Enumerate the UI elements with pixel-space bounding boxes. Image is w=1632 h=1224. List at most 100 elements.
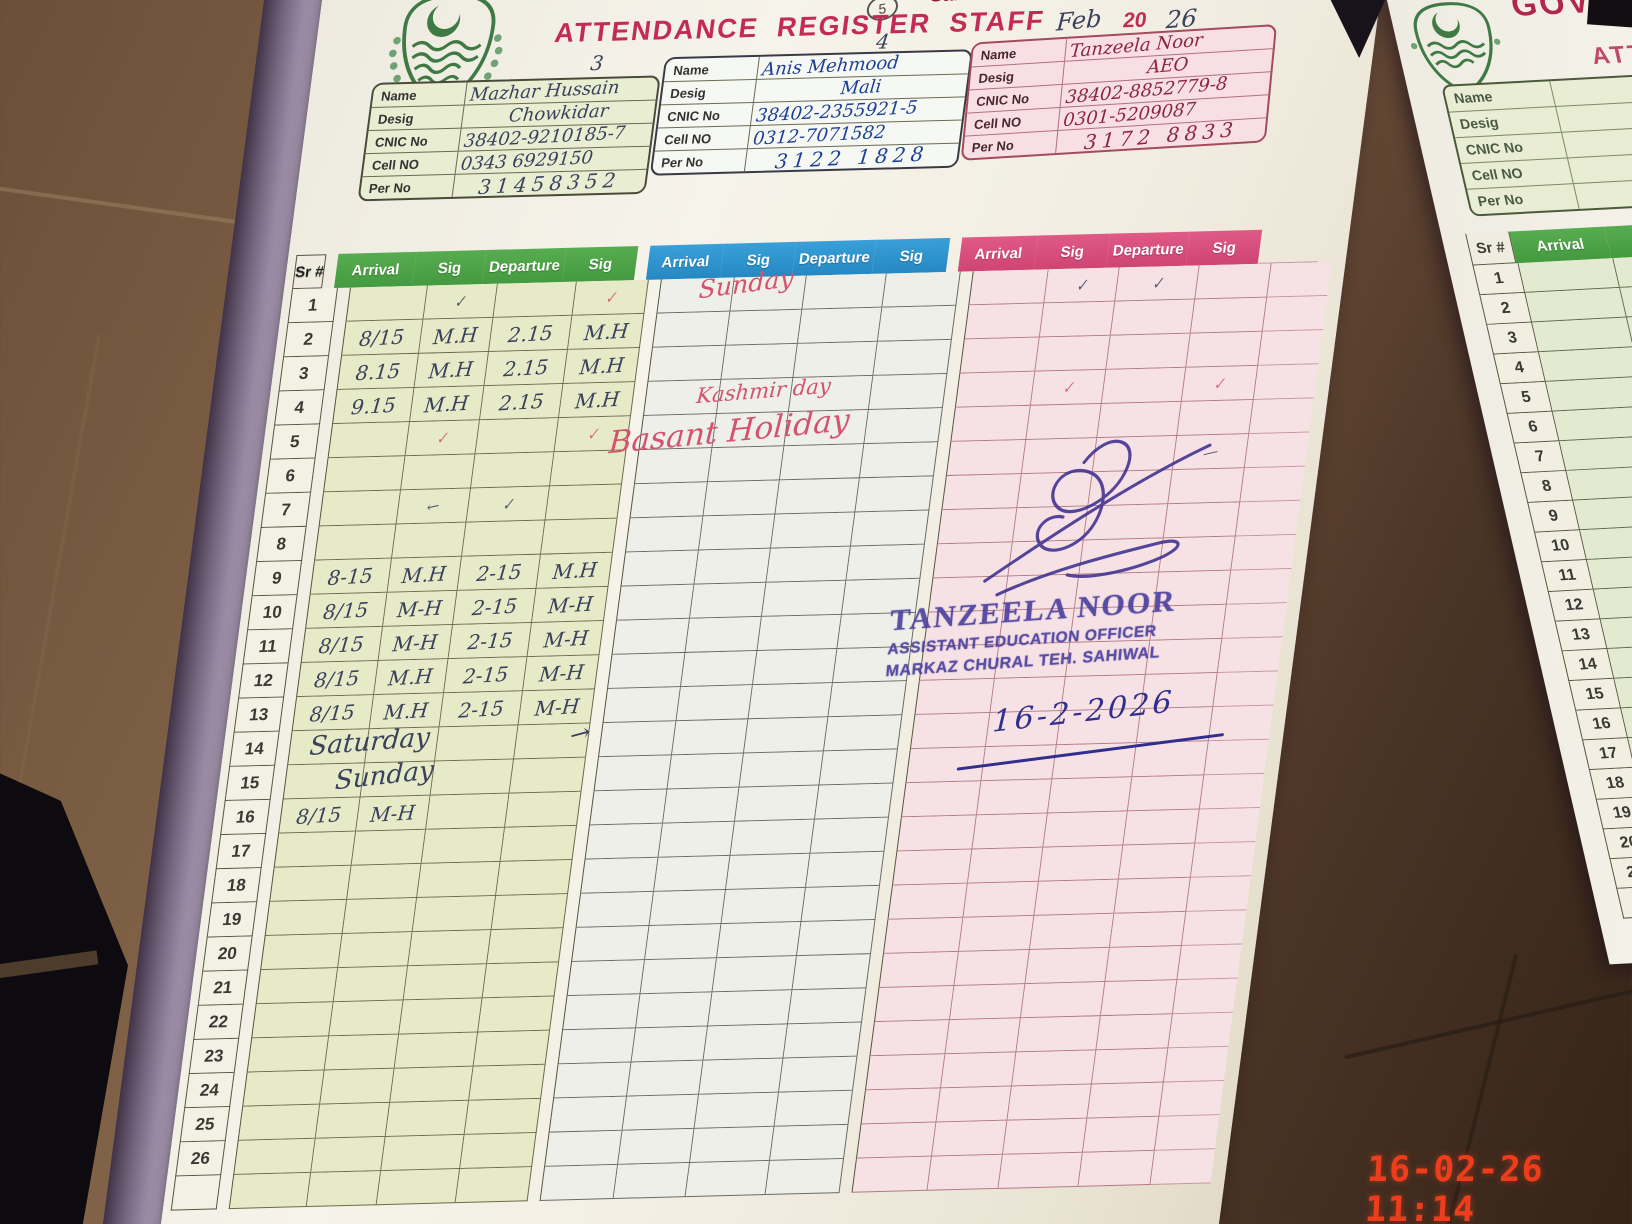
sr-number-cell: 4: [274, 390, 325, 426]
attendance-cell: [483, 962, 560, 999]
attendance-cell: [873, 986, 954, 1023]
year-prefix-printed: 20: [1121, 8, 1149, 33]
sr-number-cell: 15: [224, 765, 276, 802]
attendance-cell: [566, 960, 646, 997]
attendance-cell: [1106, 333, 1191, 370]
attendance-cell: [1128, 775, 1205, 812]
handwritten-entry: 2-15: [475, 558, 523, 586]
attendance-cell: [548, 1096, 628, 1133]
attendance-cell: [887, 883, 968, 920]
attendance-cell: [652, 311, 731, 348]
attendance-cell: [562, 994, 641, 1031]
attendance-cell: [475, 418, 560, 455]
camera-timestamp: 16-02-26 11:14: [1363, 1150, 1545, 1224]
attendance-cell: [647, 345, 727, 382]
attendance-cell: [694, 548, 771, 585]
attendance-cell: [474, 1030, 551, 1067]
column-annotation-3: 3: [589, 50, 606, 76]
sr-number-cell: 18: [1588, 767, 1632, 800]
attendance-cell: [878, 951, 959, 989]
margin-cell: [1204, 739, 1269, 776]
sr-number-cell: 10: [1534, 530, 1587, 563]
attendance-cell: [914, 678, 995, 715]
attendance-cell: [1190, 297, 1268, 334]
attendance-cell: [716, 921, 802, 959]
sr-number-cell: 13: [1554, 619, 1608, 652]
column-header-sig: Sig: [1186, 229, 1263, 266]
attendance-cell: [318, 490, 401, 527]
margin-cell: [1186, 876, 1251, 912]
attendance-cell: [269, 865, 352, 902]
attendance-cell: M.H: [568, 313, 645, 350]
attendance-cell: [721, 887, 806, 925]
attendance-cell: [752, 648, 838, 686]
attendance-cell: [851, 1156, 932, 1193]
attendance-cell: [649, 889, 726, 926]
attendance-cell: M-H: [532, 586, 609, 623]
attendance-cell: M-H: [382, 590, 458, 627]
attendance-cell: [541, 518, 618, 555]
handwritten-entry: 2-15: [461, 661, 510, 689]
margin-cell: [1190, 842, 1256, 878]
attendance-cell: [421, 827, 506, 864]
attendance-cell: [237, 1104, 320, 1141]
attendance-cell: [810, 817, 889, 854]
attendance-cell: [859, 442, 939, 479]
attendance-cell: [545, 484, 623, 521]
attendance-cell: [968, 269, 1049, 306]
attendance-cell: ✓: [1115, 265, 1200, 302]
attendance-cell: [461, 520, 546, 557]
attendance-cell: M.H: [559, 382, 636, 419]
handwritten-mark: ✓: [452, 290, 467, 312]
attendance-cell: [935, 1086, 1013, 1123]
handwritten-entry: 2-15: [470, 593, 519, 620]
sr-number-cell: 6: [265, 458, 316, 494]
attendance-cell: [694, 1092, 779, 1129]
attendance-cell: [557, 1028, 637, 1065]
handwritten-entry: M-H: [391, 629, 439, 656]
attendance-cell: [963, 303, 1044, 340]
attendance-cell: [492, 894, 569, 931]
handwritten-entry: 2-15: [457, 695, 505, 723]
handwritten-mark: ←: [425, 495, 441, 517]
handwritten-entry: 8/15: [317, 631, 366, 658]
attendance-cell: [251, 1002, 334, 1039]
attendance-cell: [708, 446, 785, 483]
next-register-page: GOVT. GI ATTE Name Desig CNIC No Cell NO…: [1380, 0, 1632, 965]
column-header-sig: Sig: [412, 250, 487, 286]
attendance-cell: [322, 456, 406, 493]
attendance-cell: [1096, 1014, 1173, 1051]
attendance-cell: [407, 930, 493, 967]
attendance-cell: [962, 881, 1040, 918]
handwritten-entry: 8/15: [358, 323, 406, 351]
handwritten-entry: M.H: [387, 663, 434, 691]
attendance-cell: [1092, 1048, 1169, 1085]
attendance-cell: [580, 857, 659, 894]
attendance-cell: [351, 829, 426, 866]
sr-number-cell: 19: [1595, 797, 1632, 830]
attendance-cell: [465, 1098, 542, 1135]
attendance-cell: [394, 1032, 479, 1069]
attendance-cell: [1586, 555, 1632, 590]
attendance-cell: M.H: [418, 317, 494, 354]
dark-object-on-floor: [0, 768, 128, 1224]
attendance-cell: [602, 687, 682, 724]
sr-number-cell: 7: [1513, 441, 1567, 474]
attendance-cell: [1030, 913, 1115, 951]
sr-number-cell: 16: [1575, 708, 1629, 741]
attendance-cell: [909, 712, 990, 750]
handwritten-entry: M-H: [537, 659, 585, 687]
attendance-cell: ✓: [405, 420, 480, 457]
attendance-cell: [940, 1052, 1017, 1089]
attendance-cell: [1087, 1082, 1164, 1119]
attendance-cell: [460, 1132, 537, 1170]
sr-number-cell: [170, 1175, 222, 1211]
attendance-cell: [345, 285, 428, 322]
attendance-cell: [944, 1018, 1022, 1055]
handwritten-mark: ✓: [585, 423, 600, 445]
attendance-cell: [769, 1124, 849, 1161]
handwritten-entry: 8.15: [354, 358, 402, 385]
handwritten-entry: 8/15: [309, 699, 357, 727]
attendance-cell: [328, 1000, 404, 1037]
right-page-subtitle-partial: ATTE: [1588, 39, 1632, 70]
